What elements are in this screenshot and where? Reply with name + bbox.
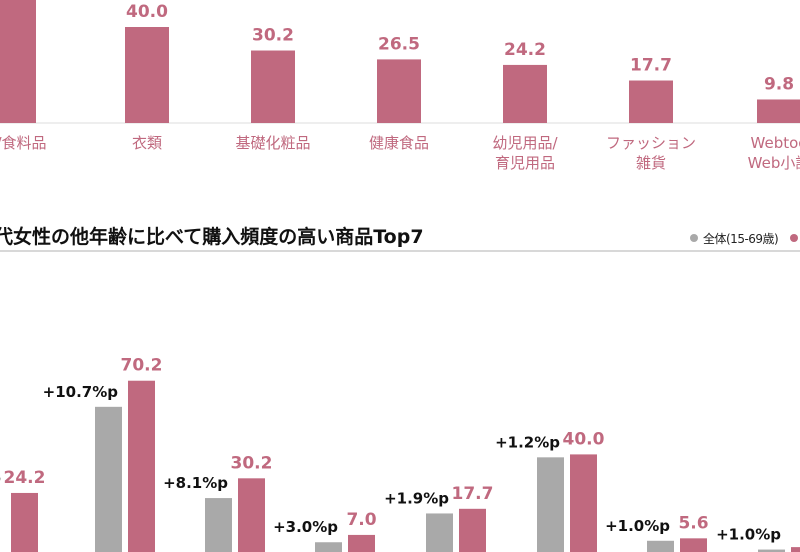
top-bar — [0, 0, 36, 124]
target-value-label: 17.7 — [452, 484, 494, 504]
target-value-label: 70.2 — [121, 356, 163, 376]
target-value-label: 5.6 — [678, 513, 708, 533]
overall-bar — [315, 542, 342, 552]
target-value-label: 7.0 — [346, 510, 376, 530]
top-bar — [629, 80, 673, 123]
top-category-label: 幼児用品/ — [492, 134, 558, 152]
target-bar — [348, 534, 375, 552]
diff-label: +1.0%p — [716, 526, 781, 544]
top-value-label: 9.8 — [764, 74, 794, 94]
overall-bar — [647, 540, 674, 552]
top-bar — [757, 99, 800, 123]
top-category-label: ファッション — [606, 134, 696, 152]
top-bar — [125, 27, 169, 123]
top-value-label: 26.5 — [378, 34, 420, 54]
overall-bar — [537, 457, 564, 552]
top-value-label: 24.2 — [504, 40, 546, 60]
top-category-label: 雑貨 — [636, 154, 666, 172]
top-chart: 料/食料品 40.0 衣類 30.2 基礎化粧品 26.5 健康食品 24.2 幼児用品/育児用… — [0, 0, 800, 172]
top-value-label: 40.0 — [126, 2, 168, 22]
target-bar — [570, 454, 597, 552]
top-category-label: 基礎化粧品 — [235, 134, 310, 152]
overall-bar — [426, 513, 453, 552]
legend-marker-target — [790, 234, 798, 242]
top-bar — [251, 50, 295, 123]
overall-bar — [205, 498, 232, 552]
top-category-label: 育児用品 — [495, 154, 555, 172]
target-bar — [238, 478, 265, 552]
top-bar — [503, 64, 547, 123]
overall-bar — [758, 549, 785, 552]
top-category-label: Webtoo — [751, 134, 800, 152]
target-bar — [791, 547, 800, 552]
top-value-label: 17.7 — [630, 56, 672, 76]
diff-label: %p — [0, 469, 1, 487]
top-category-label: 料/食料品 — [0, 134, 47, 152]
legend: 全体(15-69歳) — [690, 231, 798, 246]
diff-label: +8.1%p — [163, 474, 228, 492]
diff-label: +10.7%p — [43, 383, 119, 401]
top-category-label: 健康食品 — [369, 134, 429, 152]
diff-label: +1.9%p — [384, 489, 449, 507]
target-value-label: 40.0 — [563, 429, 605, 449]
legend-label-overall: 全体(15-69歳) — [703, 231, 778, 246]
bottom-chart: 代女性の他年齢に比べて購入頻度の高い商品Top7 全体(15-69歳) 24.2… — [0, 225, 800, 552]
diff-label: +1.2%p — [495, 433, 560, 451]
target-bar — [680, 538, 707, 552]
top-category-label: 衣類 — [132, 134, 162, 152]
chart-title: 代女性の他年齢に比べて購入頻度の高い商品Top7 — [0, 225, 424, 248]
target-bar — [11, 492, 38, 552]
overall-bar — [95, 406, 122, 552]
diff-label: +1.0%p — [605, 517, 670, 535]
target-value-label: 30.2 — [231, 453, 273, 473]
top-value-label: 30.2 — [252, 26, 294, 46]
target-value-label: 1 — [799, 522, 800, 542]
diff-label: +3.0%p — [273, 518, 338, 536]
target-bar — [128, 380, 155, 552]
target-bar — [459, 508, 486, 552]
top-category-label: Web小説 — [748, 154, 800, 172]
legend-marker-overall — [690, 234, 698, 242]
target-value-label: 24.2 — [4, 468, 46, 488]
top-bar — [377, 59, 421, 123]
